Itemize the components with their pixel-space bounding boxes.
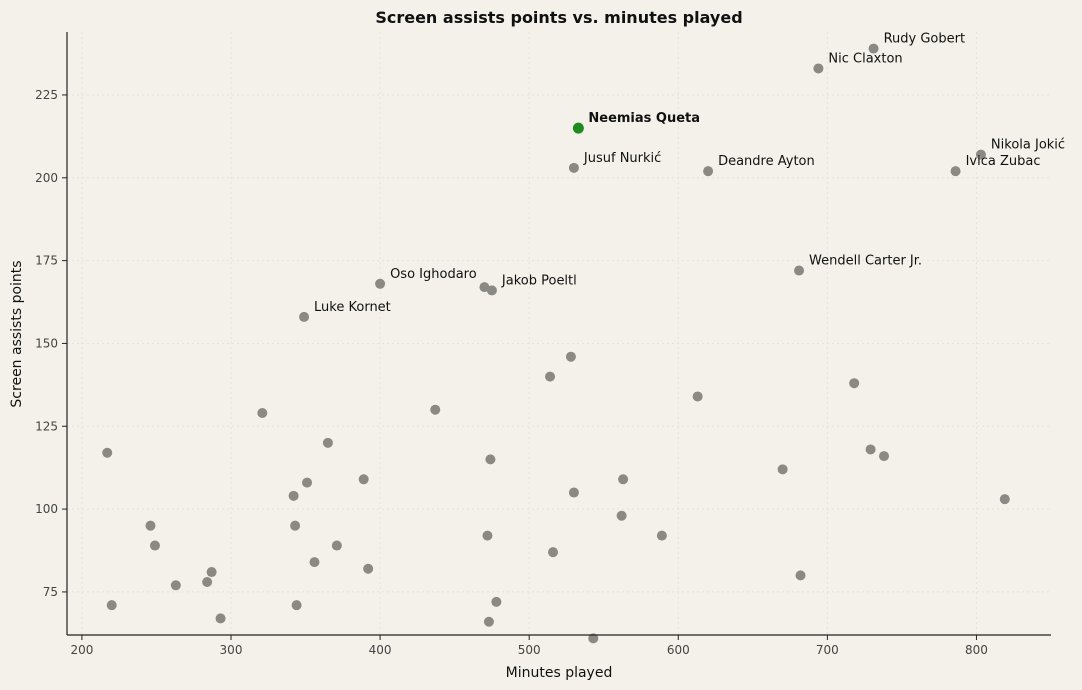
data-point — [656, 530, 667, 541]
data-point — [375, 278, 386, 289]
data-point — [565, 351, 576, 362]
y-tick-label: 75 — [43, 585, 58, 599]
data-point — [795, 570, 806, 581]
y-tick-label: 225 — [35, 88, 58, 102]
y-tick-label: 100 — [35, 502, 58, 516]
point-label: Luke Kornet — [314, 300, 391, 315]
data-point — [849, 378, 860, 389]
y-tick-label: 150 — [35, 336, 58, 350]
data-point — [794, 265, 805, 276]
data-point — [257, 408, 268, 419]
data-point — [322, 437, 333, 448]
data-point — [149, 540, 160, 551]
x-tick-label: 300 — [220, 643, 243, 657]
y-tick-label: 125 — [35, 419, 58, 433]
data-point — [206, 567, 217, 578]
data-point — [703, 166, 714, 177]
data-point — [868, 43, 879, 54]
data-point — [358, 474, 369, 485]
data-point — [106, 600, 117, 611]
data-point — [588, 633, 599, 644]
data-point — [491, 596, 502, 607]
data-point — [170, 580, 181, 591]
data-point — [618, 474, 629, 485]
point-label: Nikola Jokić — [991, 138, 1065, 153]
data-point — [813, 63, 824, 74]
data-point — [145, 520, 156, 531]
data-point — [290, 520, 301, 531]
x-ticks: 200 300 400 500 600 700 800 — [70, 635, 988, 657]
data-point — [102, 447, 113, 458]
data-point — [616, 510, 627, 521]
data-point — [299, 311, 310, 322]
x-axis-label: Minutes played — [506, 665, 613, 681]
point-label: Neemias Queta — [588, 111, 700, 126]
x-tick-label: 200 — [70, 643, 93, 657]
x-tick-label: 500 — [518, 643, 541, 657]
data-point — [202, 576, 213, 587]
point-label: Jusuf Nurkić — [583, 151, 661, 166]
data-point — [568, 487, 579, 498]
data-point — [545, 371, 556, 382]
point-label: Nic Claxton — [828, 51, 902, 66]
data-point — [302, 477, 313, 488]
data-point — [692, 391, 703, 402]
data-point — [777, 464, 788, 475]
data-point — [309, 557, 320, 568]
data-point — [331, 540, 342, 551]
data-point — [865, 444, 876, 455]
data-point — [482, 530, 493, 541]
chart-title: Screen assists points vs. minutes played — [375, 8, 742, 27]
data-point — [486, 285, 497, 296]
y-axis-label: Screen assists points — [9, 260, 25, 407]
data-point — [288, 490, 299, 501]
data-point — [950, 166, 961, 177]
point-label: Ivica Zubac — [966, 154, 1041, 169]
data-point — [291, 600, 302, 611]
y-tick-label: 175 — [35, 254, 58, 268]
data-point — [483, 616, 494, 627]
data-point — [879, 451, 890, 462]
point-label: Wendell Carter Jr. — [809, 254, 922, 269]
data-point — [999, 494, 1010, 505]
x-tick-label: 400 — [369, 643, 392, 657]
x-tick-label: 800 — [965, 643, 988, 657]
data-point — [215, 613, 226, 624]
point-label: Deandre Ayton — [718, 154, 815, 169]
point-labels: Rudy Gobert Nic Claxton Neemias Queta Nikol… — [314, 32, 1065, 315]
data-point — [975, 149, 986, 160]
data-point — [548, 547, 559, 558]
y-ticks: 75 100 125 150 175 200 225 — [35, 88, 67, 599]
data-point — [485, 454, 496, 465]
data-point — [568, 162, 579, 173]
point-label: Rudy Gobert — [884, 32, 966, 47]
x-tick-label: 600 — [667, 643, 690, 657]
point-label: Oso Ighodaro — [390, 267, 477, 282]
data-point — [430, 404, 441, 415]
data-point — [479, 282, 490, 293]
highlighted-data-point — [572, 122, 584, 134]
data-points — [102, 43, 1010, 644]
x-tick-label: 700 — [816, 643, 839, 657]
data-point — [363, 563, 374, 574]
point-label: Jakob Poeltl — [501, 273, 577, 288]
y-tick-label: 200 — [35, 171, 58, 185]
grid — [67, 32, 1051, 635]
